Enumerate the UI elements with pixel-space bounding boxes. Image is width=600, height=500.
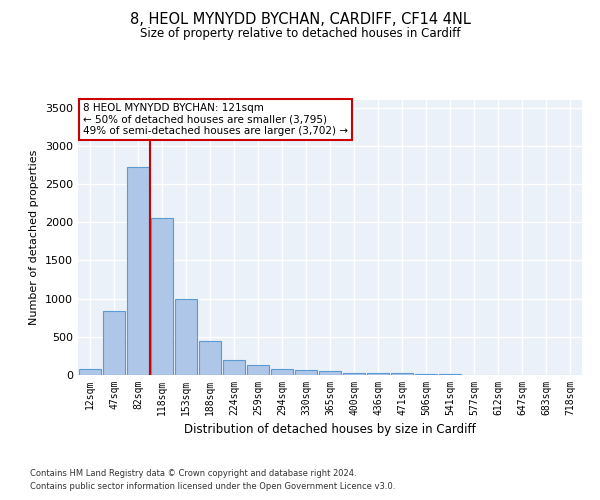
Bar — [175, 298, 197, 375]
Text: 8 HEOL MYNYDD BYCHAN: 121sqm
← 50% of detached houses are smaller (3,795)
49% of: 8 HEOL MYNYDD BYCHAN: 121sqm ← 50% of de… — [83, 103, 348, 136]
Bar — [127, 167, 149, 375]
Bar — [103, 311, 125, 375]
Text: Contains HM Land Registry data © Crown copyright and database right 2024.: Contains HM Land Registry data © Crown c… — [30, 468, 356, 477]
Bar — [391, 374, 413, 375]
Text: Size of property relative to detached houses in Cardiff: Size of property relative to detached ho… — [140, 28, 460, 40]
Bar — [79, 370, 101, 375]
X-axis label: Distribution of detached houses by size in Cardiff: Distribution of detached houses by size … — [184, 424, 476, 436]
Bar — [343, 372, 365, 375]
Text: Contains public sector information licensed under the Open Government Licence v3: Contains public sector information licen… — [30, 482, 395, 491]
Bar — [271, 369, 293, 375]
Text: 8, HEOL MYNYDD BYCHAN, CARDIFF, CF14 4NL: 8, HEOL MYNYDD BYCHAN, CARDIFF, CF14 4NL — [130, 12, 470, 28]
Bar — [439, 374, 461, 375]
Bar — [247, 364, 269, 375]
Bar — [415, 374, 437, 375]
Bar — [295, 370, 317, 375]
Bar — [199, 340, 221, 375]
Y-axis label: Number of detached properties: Number of detached properties — [29, 150, 40, 325]
Bar — [319, 371, 341, 375]
Bar — [367, 373, 389, 375]
Bar — [223, 360, 245, 375]
Bar — [151, 218, 173, 375]
